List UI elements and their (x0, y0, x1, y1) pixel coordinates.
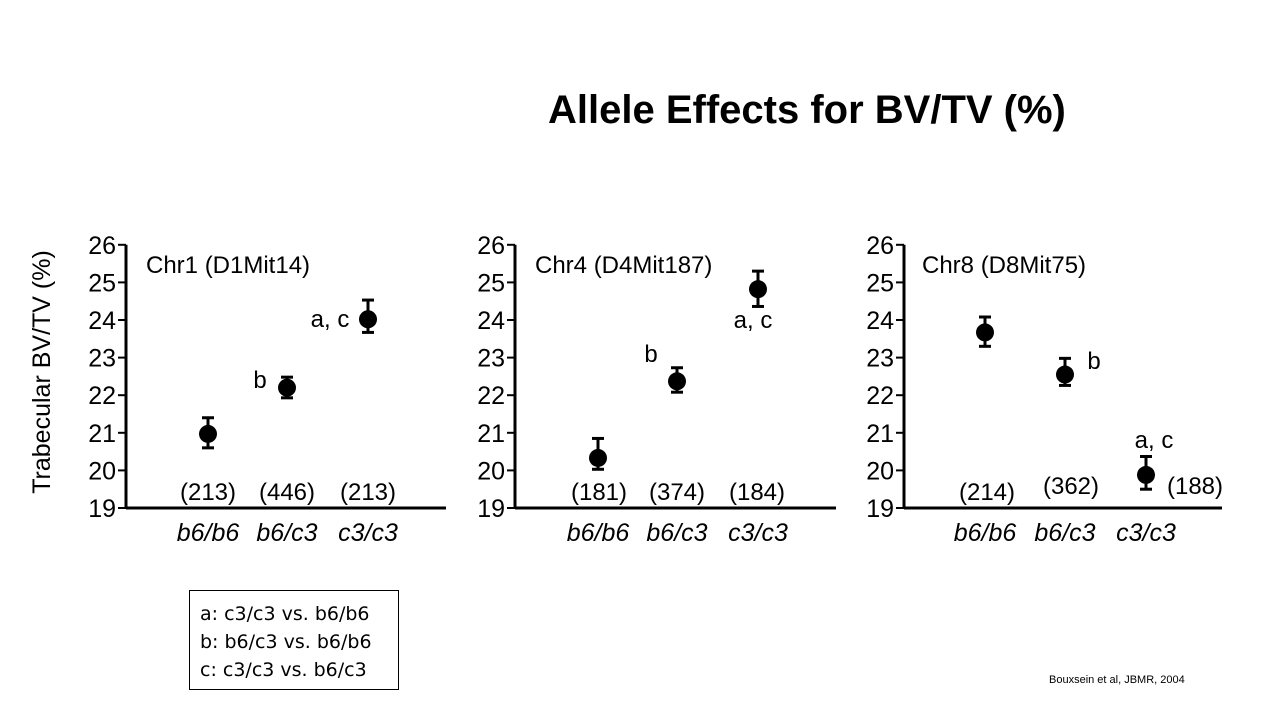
y-tick-label: 21 (866, 420, 894, 448)
x-category-label: b6/b6 (177, 519, 240, 547)
panel-title: Chr1 (D1Mit14) (146, 252, 310, 279)
y-tick-label: 25 (88, 269, 116, 297)
sample-size-label: (374) (649, 479, 705, 506)
y-tick-label: 20 (477, 457, 505, 485)
x-category-label: b6/c3 (256, 519, 317, 547)
data-point (199, 424, 217, 443)
sample-size-label: (214) (959, 479, 1015, 506)
y-tick-label: 22 (866, 382, 894, 410)
x-category-label: c3/c3 (728, 519, 788, 547)
y-tick-label: 24 (477, 307, 505, 335)
significance-label: a, c (734, 307, 773, 334)
y-tick-label: 19 (866, 495, 894, 523)
data-point (668, 372, 686, 391)
x-category-label: b6/b6 (567, 519, 630, 547)
y-tick-label: 25 (866, 269, 894, 297)
y-tick-label: 19 (88, 495, 116, 523)
sample-size-label: (181) (571, 479, 627, 506)
sample-size-label: (446) (259, 479, 315, 506)
y-tick-label: 23 (477, 345, 505, 373)
x-category-label: b6/b6 (954, 519, 1017, 547)
y-tick-label: 26 (88, 232, 116, 260)
significance-label: b (1087, 348, 1100, 375)
y-tick-label: 26 (477, 232, 505, 260)
data-point (278, 378, 296, 397)
data-point (1056, 365, 1074, 384)
y-tick-label: 23 (88, 345, 116, 373)
sample-size-label: (213) (180, 479, 236, 506)
y-tick-label: 23 (866, 345, 894, 373)
legend-item-b: b: b6/c3 vs. b6/b6 (200, 631, 372, 653)
panel-title: Chr8 (D8Mit75) (922, 252, 1086, 279)
data-point (359, 310, 377, 329)
x-category-label: c3/c3 (1116, 519, 1176, 547)
citation: Bouxsein et al, JBMR, 2004 (1049, 674, 1185, 686)
legend-item-c: c: c3/c3 vs. b6/c3 (200, 659, 367, 681)
significance-label: a, c (311, 306, 350, 333)
panel-title: Chr4 (D4Mit187) (535, 252, 712, 279)
chart-panel-1: 19 20 21 22 23 24 25 26 Chr1 (D1Mit14) b6/b6 b6/c3… (88, 232, 446, 547)
data-point (749, 280, 767, 299)
significance-label: b (644, 341, 657, 368)
y-tick-label: 19 (477, 495, 505, 523)
sample-size-label: (362) (1043, 473, 1099, 500)
x-category-label: b6/c3 (1034, 519, 1095, 547)
y-tick-label: 20 (88, 457, 116, 485)
y-axis-label: Trabecular BV/TV (%) (28, 250, 56, 494)
y-tick-label: 21 (88, 420, 116, 448)
y-tick-label: 25 (477, 269, 505, 297)
y-tick-label: 26 (866, 232, 894, 260)
data-point (1137, 465, 1155, 484)
significance-label: a, c (1135, 427, 1174, 454)
legend-item-a: a: c3/c3 vs. b6/b6 (200, 603, 370, 625)
chart-panel-2: 19 20 21 22 23 24 25 26 Chr4 (D4Mit187) b6/b6 b6/c… (477, 232, 836, 547)
x-category-label: c3/c3 (338, 519, 398, 547)
significance-legend: a: c3/c3 vs. b6/b6 b: b6/c3 vs. b6/b6 c:… (189, 590, 399, 690)
y-tick-label: 22 (477, 382, 505, 410)
y-tick-label: 21 (477, 420, 505, 448)
chart-panels: 19 20 21 22 23 24 25 26 Chr1 (D1Mit14) b6/b6 b6/c3… (88, 232, 1223, 547)
data-point (589, 448, 607, 467)
y-tick-label: 24 (866, 307, 894, 335)
chart-title: Allele Effects for BV/TV (%) (548, 88, 1066, 132)
data-point (976, 323, 994, 342)
significance-label: b (253, 367, 266, 394)
y-tick-label: 20 (866, 457, 894, 485)
y-tick-label: 24 (88, 307, 116, 335)
y-tick-label: 22 (88, 382, 116, 410)
x-category-label: b6/c3 (646, 519, 707, 547)
sample-size-label: (188) (1167, 473, 1223, 500)
sample-size-label: (213) (340, 479, 396, 506)
chart-panel-3: 19 20 21 22 23 24 25 26 Chr8 (D8Mit75) b6/b6 b6/c3… (866, 232, 1223, 547)
sample-size-label: (184) (729, 479, 785, 506)
